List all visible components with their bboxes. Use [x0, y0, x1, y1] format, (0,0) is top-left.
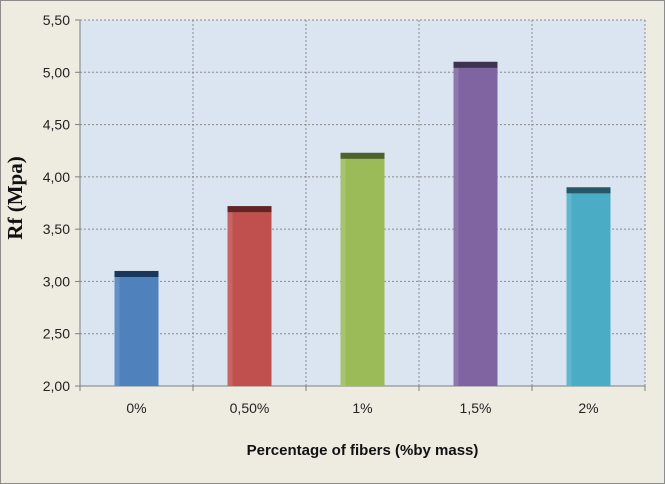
- y-tick-label: 3,50: [43, 221, 70, 237]
- y-tick-labels: 2,00 2,50 3,00 3,50 4,00 4,50 5,00 5,50: [43, 12, 70, 394]
- y-tick-label: 4,50: [43, 117, 70, 133]
- y-axis-label: Rf (Mpa): [3, 156, 27, 239]
- x-tick-label: 1,5%: [460, 400, 492, 416]
- y-tick-label: 3,00: [43, 273, 70, 289]
- y-tick-label: 2,50: [43, 326, 70, 342]
- bar-0-50-: [227, 206, 272, 386]
- grid-lines: [80, 19, 646, 386]
- x-tick-label: 2%: [578, 400, 598, 416]
- y-tick-label: 2,00: [43, 378, 70, 394]
- y-tick-label: 5,00: [43, 64, 70, 80]
- x-tick-label: 1%: [352, 400, 372, 416]
- bar-1-5-: [453, 61, 498, 386]
- bar-1-: [340, 152, 385, 386]
- bars: [114, 61, 611, 386]
- x-tick-labels: 0% 0,50% 1% 1,5% 2%: [126, 400, 598, 416]
- y-tick-label: 4,00: [43, 169, 70, 185]
- bar-2-: [566, 187, 611, 386]
- x-axis-label: Percentage of fibers (%by mass): [247, 442, 479, 459]
- y-tick-label: 5,50: [43, 12, 70, 28]
- bar-0-: [114, 270, 159, 386]
- x-tick-label: 0,50%: [230, 400, 270, 416]
- x-tick-label: 0%: [126, 400, 146, 416]
